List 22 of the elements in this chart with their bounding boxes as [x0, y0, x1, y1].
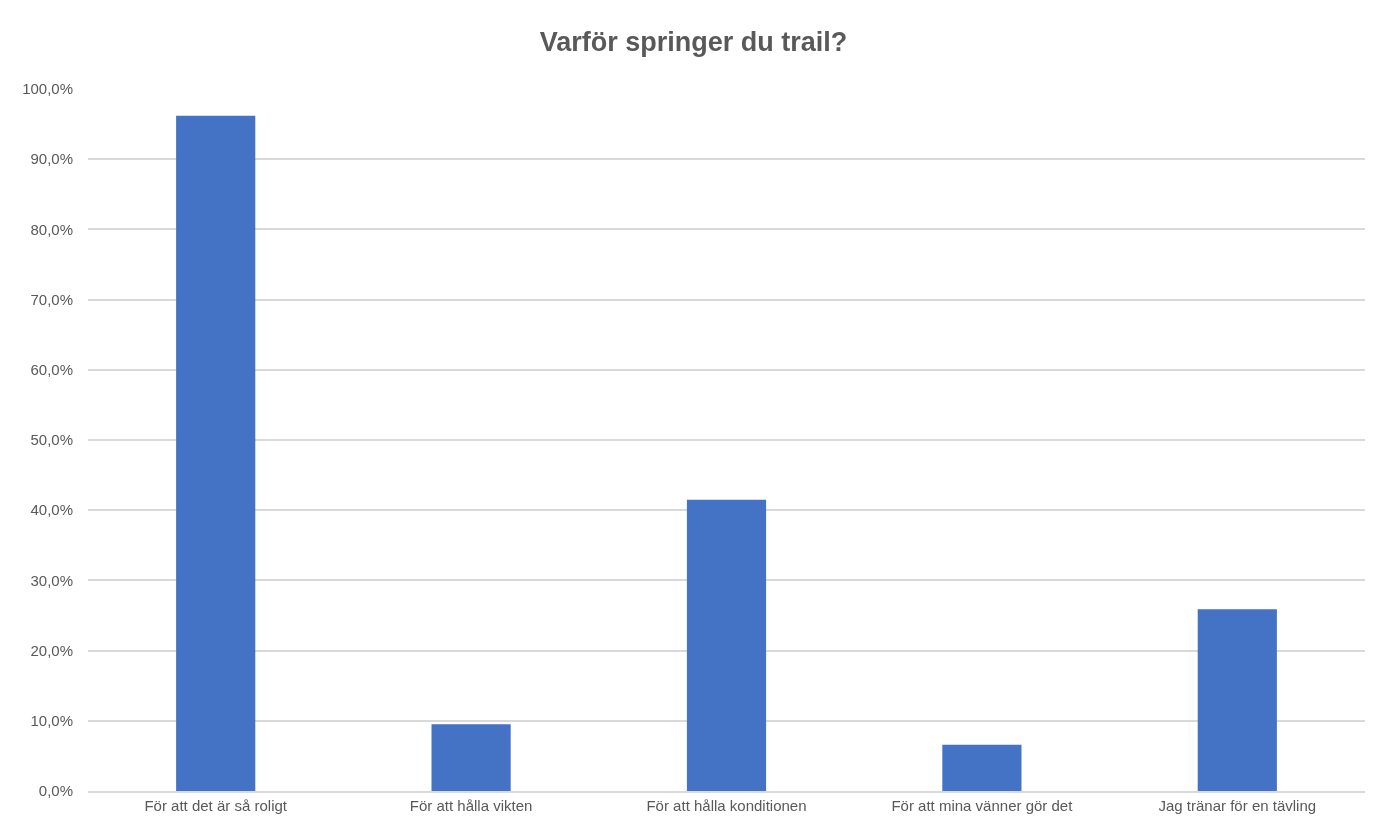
- y-tick-label: 70,0%: [30, 290, 73, 308]
- y-tick-label: 100,0%: [22, 80, 73, 98]
- bar: [942, 744, 1022, 791]
- bar: [176, 115, 256, 791]
- x-tick-label: För att hålla konditionen: [646, 796, 807, 814]
- bar: [431, 724, 511, 791]
- bar: [1197, 609, 1277, 791]
- y-tick-label: 90,0%: [30, 150, 73, 168]
- x-tick-label: För att mina vänner gör det: [891, 796, 1074, 814]
- y-tick-label: 60,0%: [30, 361, 73, 379]
- y-tick-label: 80,0%: [30, 220, 73, 238]
- y-tick-label: 20,0%: [30, 641, 73, 659]
- x-tick-label: Jag tränar för en tävling: [1158, 796, 1317, 814]
- y-tick-label: 10,0%: [30, 712, 73, 730]
- x-tick-label: För att det är så roligt: [144, 796, 288, 814]
- y-tick-label: 0,0%: [38, 782, 73, 800]
- bar: [686, 499, 767, 791]
- y-tick-label: 40,0%: [30, 501, 73, 519]
- y-tick-label: 50,0%: [30, 431, 73, 449]
- x-tick-label: För att hålla vikten: [409, 796, 533, 814]
- y-tick-label: 30,0%: [30, 571, 73, 589]
- chart-title: Varför springer du trail?: [539, 27, 848, 58]
